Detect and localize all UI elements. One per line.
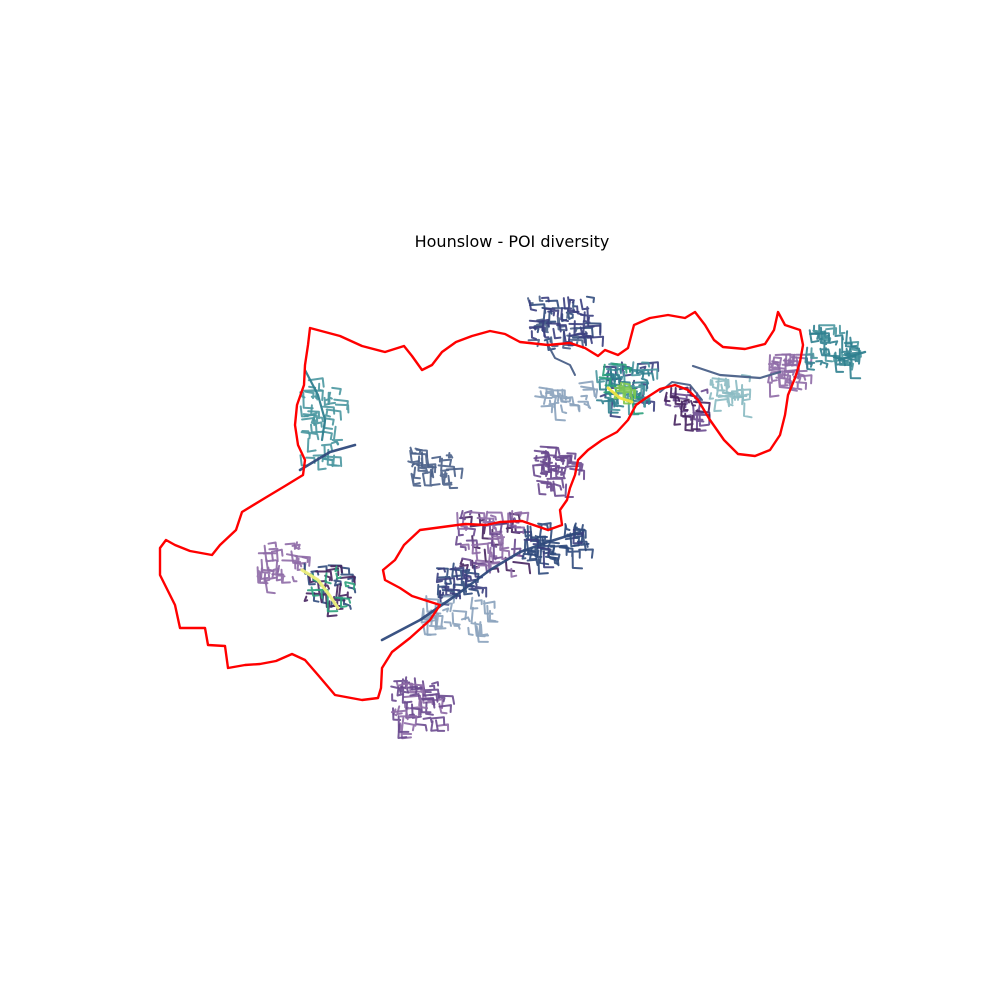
road-hotspot-west (300, 568, 340, 610)
main-road-west (298, 443, 357, 472)
street-cluster-north (528, 298, 595, 345)
road-north (547, 344, 576, 376)
road-east (691, 364, 782, 380)
street-cluster-west (301, 385, 343, 468)
street-cluster-south-west (257, 541, 311, 595)
street-cluster-hotspot-west (307, 565, 356, 613)
street-cluster-far-south (390, 682, 429, 732)
street-cluster-south-lower (421, 599, 499, 638)
street-cluster-central-east (532, 449, 586, 497)
street-cluster-river-loop (663, 386, 711, 432)
road-far-east (838, 350, 867, 362)
street-cluster-south-east (521, 523, 594, 575)
street-cluster-central (410, 447, 464, 487)
road-hotspot-north (606, 386, 634, 404)
main-road-south (380, 530, 582, 642)
street-cluster-far-east (815, 332, 831, 342)
street-cluster-east-bank (781, 353, 813, 385)
borough-boundary (158, 310, 805, 702)
street-network-layer (256, 295, 867, 740)
street-cluster-north (528, 296, 605, 347)
street-cluster-centre-north (598, 362, 644, 415)
map-title: Hounslow - POI diversity (415, 232, 610, 251)
road-west-north (303, 368, 327, 442)
street-cluster-north-west (539, 385, 596, 414)
street-cluster-east (709, 377, 753, 419)
